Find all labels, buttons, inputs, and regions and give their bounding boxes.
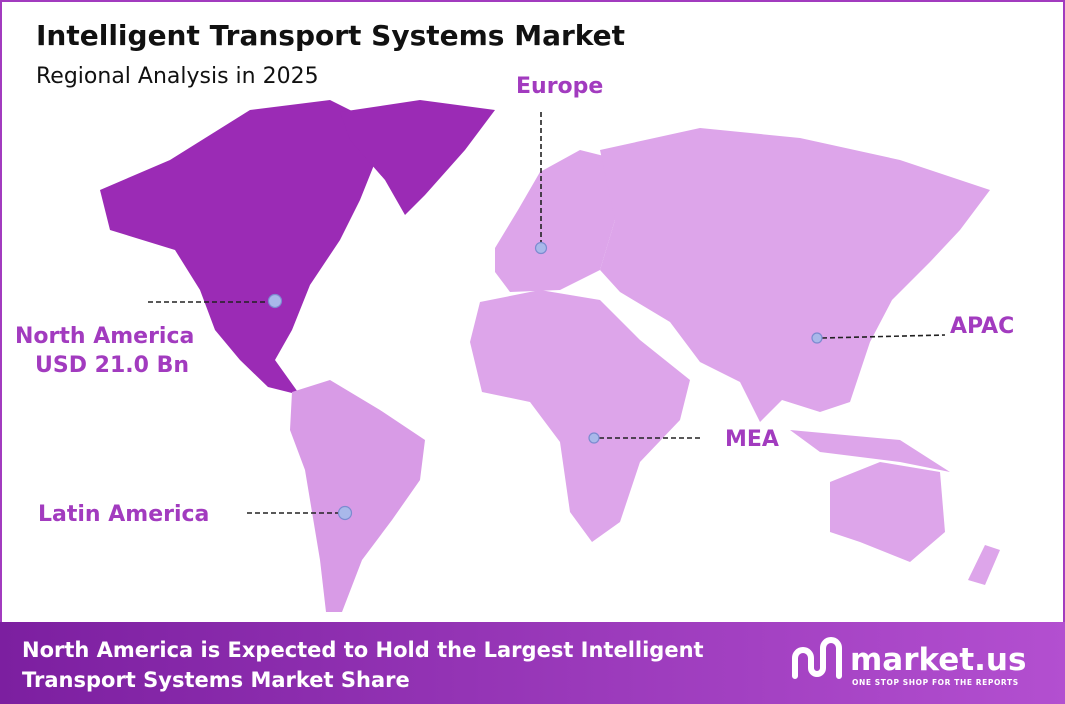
region-dot xyxy=(811,332,823,344)
footer-band xyxy=(0,622,1065,704)
footer-text: Transport Systems Market Share xyxy=(22,668,410,692)
region-dot xyxy=(534,241,548,255)
region-value: USD 21.0 Bn xyxy=(35,353,189,378)
region-label: APAC xyxy=(950,314,1014,339)
logo-name: market.us xyxy=(850,642,1026,678)
latin-america xyxy=(290,380,425,612)
world-map xyxy=(100,100,1000,612)
greenland xyxy=(340,100,495,215)
region-label: MEA xyxy=(725,427,779,452)
subtitle: Regional Analysis in 2025 xyxy=(36,64,319,89)
europe xyxy=(495,150,620,292)
asia xyxy=(600,128,990,422)
logo: market.us ONE STOP SHOP FOR THE REPORTS xyxy=(792,637,1026,687)
leader-line xyxy=(821,334,946,339)
region-label: Europe xyxy=(516,74,603,99)
region-label: Latin America xyxy=(38,502,209,527)
region-label: North America xyxy=(15,324,194,349)
footer-text: North America is Expected to Hold the La… xyxy=(22,638,704,662)
logo-icon xyxy=(792,637,842,679)
logo-tagline: ONE STOP SHOP FOR THE REPORTS xyxy=(852,678,1019,687)
australia xyxy=(830,462,945,562)
title: Intelligent Transport Systems Market xyxy=(36,19,625,52)
north-america xyxy=(100,100,380,395)
region-dot xyxy=(337,505,353,521)
new-zealand xyxy=(968,545,1000,585)
islands xyxy=(790,430,950,472)
africa xyxy=(470,290,690,542)
region-dot xyxy=(588,432,600,444)
region-dot xyxy=(267,293,283,309)
